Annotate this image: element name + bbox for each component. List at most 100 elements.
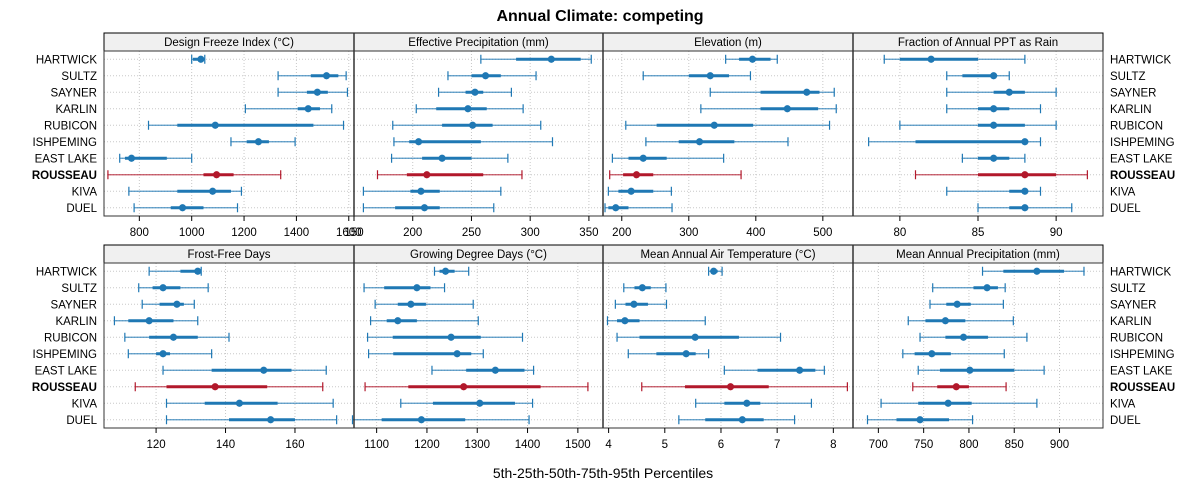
site-mark [165,415,338,425]
site-mark [723,365,825,375]
site-label-right: RUBICON [1110,332,1163,344]
site-mark [880,398,1038,408]
median-point [407,300,415,308]
site-mark [946,87,1057,97]
median-point [438,154,446,162]
panel: Effective Precipitation (mm) 150 200 250 300… [344,32,604,239]
panel-title: Mean Annual Precipitation (mm) [896,249,1060,261]
median-point [260,366,268,374]
panel-title: Effective Precipitation (mm) [408,37,549,49]
median-point [491,366,499,374]
median-point [612,204,620,212]
median-point [966,366,974,374]
site-label-left: ISHPEMING [32,137,97,149]
site-mark [370,316,479,326]
site-mark [977,203,1073,213]
median-point [952,383,960,391]
x-tick-label: 90 [1050,227,1063,239]
site-mark [351,415,530,425]
site-label-left: ISHPEMING [32,349,97,361]
site-mark [919,332,1028,342]
site-mark [230,137,296,147]
median-point [738,416,746,424]
site-mark [148,266,202,276]
median-point [691,333,699,341]
site-mark [607,186,672,196]
x-tick-label: 200 [403,227,422,239]
site-mark [376,170,523,180]
median-point [990,154,998,162]
median-point [169,333,178,341]
site-label-right: SULTZ [1110,71,1146,83]
x-tick-label: 250 [462,227,481,239]
median-point [547,55,555,63]
site-label-right: EAST LAKE [1110,365,1173,377]
site-mark [678,415,796,425]
site-label-left: KARLIN [55,104,97,116]
median-point [630,300,638,308]
median-point [267,416,275,424]
site-label-right: DUEL [1110,415,1141,427]
panel-title: Design Freeze Index (°C) [164,37,294,49]
median-point [990,121,998,129]
site-label-left: SAYNER [51,299,97,311]
site-label-left: HARTWICK [36,54,97,66]
median-point [127,154,136,162]
x-tick-label: 800 [130,227,149,239]
chart-title: Annual Climate: competing [496,8,703,25]
median-point [159,284,167,292]
median-point [394,317,402,325]
x-tick-label: 300 [679,227,698,239]
site-mark [708,266,723,276]
site-mark [907,316,1014,326]
median-point [417,187,425,195]
x-tick-label: 1500 [565,439,591,451]
median-point [145,317,153,325]
median-point [639,154,647,162]
median-point [212,171,221,179]
median-point [953,300,961,308]
median-point [621,317,629,325]
site-label-right: SAYNER [1110,87,1156,99]
site-label-right: DUEL [1110,203,1141,215]
site-mark [627,349,710,359]
x-tick-label: 300 [521,227,540,239]
site-mark [480,54,592,64]
site-label-left: KIVA [72,186,98,198]
site-mark [133,203,239,213]
x-tick-label: 1400 [515,439,541,451]
site-mark [367,349,484,359]
site-label-right: SULTZ [1110,283,1146,295]
site-mark [645,137,789,147]
median-point [990,72,998,80]
median-point [159,350,167,358]
site-mark [165,398,334,408]
x-tick-label: 850 [1005,439,1024,451]
site-label-right: HARTWICK [1110,266,1171,278]
panel: Design Freeze Index (°C) 800 1000 1200 1400 1… [103,32,362,239]
site-label-left: EAST LAKE [35,153,98,165]
site-mark [609,170,742,180]
site-mark [362,203,495,213]
median-point [420,204,429,212]
median-point [1021,138,1029,146]
x-tick-label: 150 [344,227,363,239]
x-tick-label: 8 [830,439,836,451]
median-point [441,267,450,275]
site-label-left: EAST LAKE [35,365,98,377]
site-label-right: KARLIN [1110,316,1152,328]
median-point [322,72,331,80]
site-label-left: DUEL [66,415,97,427]
site-mark [614,299,668,309]
median-point [476,399,484,407]
median-point [194,267,202,275]
median-point [178,204,187,212]
median-point [927,55,935,63]
x-tick-label: 1400 [284,227,310,239]
x-tick-label: 5 [662,439,668,451]
median-point [1005,88,1013,96]
x-tick-label: 350 [579,227,598,239]
site-mark [961,153,1026,163]
site-mark [642,71,752,81]
x-tick-label: 1000 [179,227,205,239]
